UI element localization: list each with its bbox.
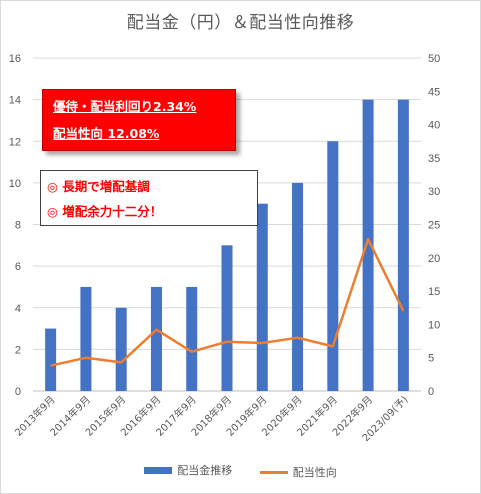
y-left-tick-label: 12 [9,136,21,148]
dividend-bar [327,141,339,391]
chart-title: 配当金（円）＆配当性向推移 [126,13,355,33]
dividend-bar [362,99,374,391]
y-right-tick-label: 5 [428,353,434,365]
legend-line-swatch [259,470,288,474]
y-left-tick-label: 2 [15,344,21,356]
payout-ratio-line [50,237,405,367]
y-right-tick-label: 10 [428,319,440,331]
payout-ratio-text: 配当性向 12.08% [53,126,160,141]
dividend-bar [115,307,127,391]
yield-text: 優待・配当利回り2.34% [53,99,197,114]
highlight-callout: ◎ 長期で増配基調 ◎ 増配余力十二分！ [40,170,258,226]
y-right-tick-label: 30 [428,186,440,198]
dividend-bar [256,203,268,391]
y-left-tick-label: 16 [9,53,21,65]
y-right-tick-label: 50 [428,53,440,65]
highlight-text-2: ◎ 増配余力十二分！ [47,204,163,219]
y-right-tick-label: 15 [428,286,440,298]
dividend-bar [186,286,198,391]
y-left-tick-label: 4 [15,303,21,315]
legend-label-payout: 配当性向 [292,466,337,479]
highlight-text-1: ◎ 長期で増配基調 [47,179,150,194]
legend-item-dividend: 配当金推移 [144,462,232,478]
dividend-bar [292,182,304,391]
dividend-bar [80,286,92,391]
y-right-tick-label: 35 [428,153,440,165]
legend-item-payout: 配当性向 [259,464,337,480]
y-right-tick-label: 25 [428,220,440,232]
y-left-tick-label: 6 [15,261,21,273]
y-right-tick-label: 0 [428,386,434,398]
legend-bar-swatch [144,466,173,474]
dividend-bar [221,245,233,391]
y-left-tick-label: 10 [9,178,21,190]
legend: 配当金推移 配当性向 [0,462,481,480]
y-right-tick-label: 40 [428,120,440,132]
dividend-bar [397,99,409,391]
y-right-tick-label: 20 [428,253,440,265]
dividend-bar [45,328,57,391]
y-left-tick-label: 14 [9,95,21,107]
y-left-tick-label: 0 [15,386,21,398]
y-left-tick-label: 8 [15,220,21,232]
y-right-tick-label: 45 [428,86,440,98]
dividend-bar [150,286,162,391]
yield-callout: 優待・配当利回り2.34% 配当性向 12.08% [42,89,236,151]
legend-label-dividend: 配当金推移 [177,464,233,477]
